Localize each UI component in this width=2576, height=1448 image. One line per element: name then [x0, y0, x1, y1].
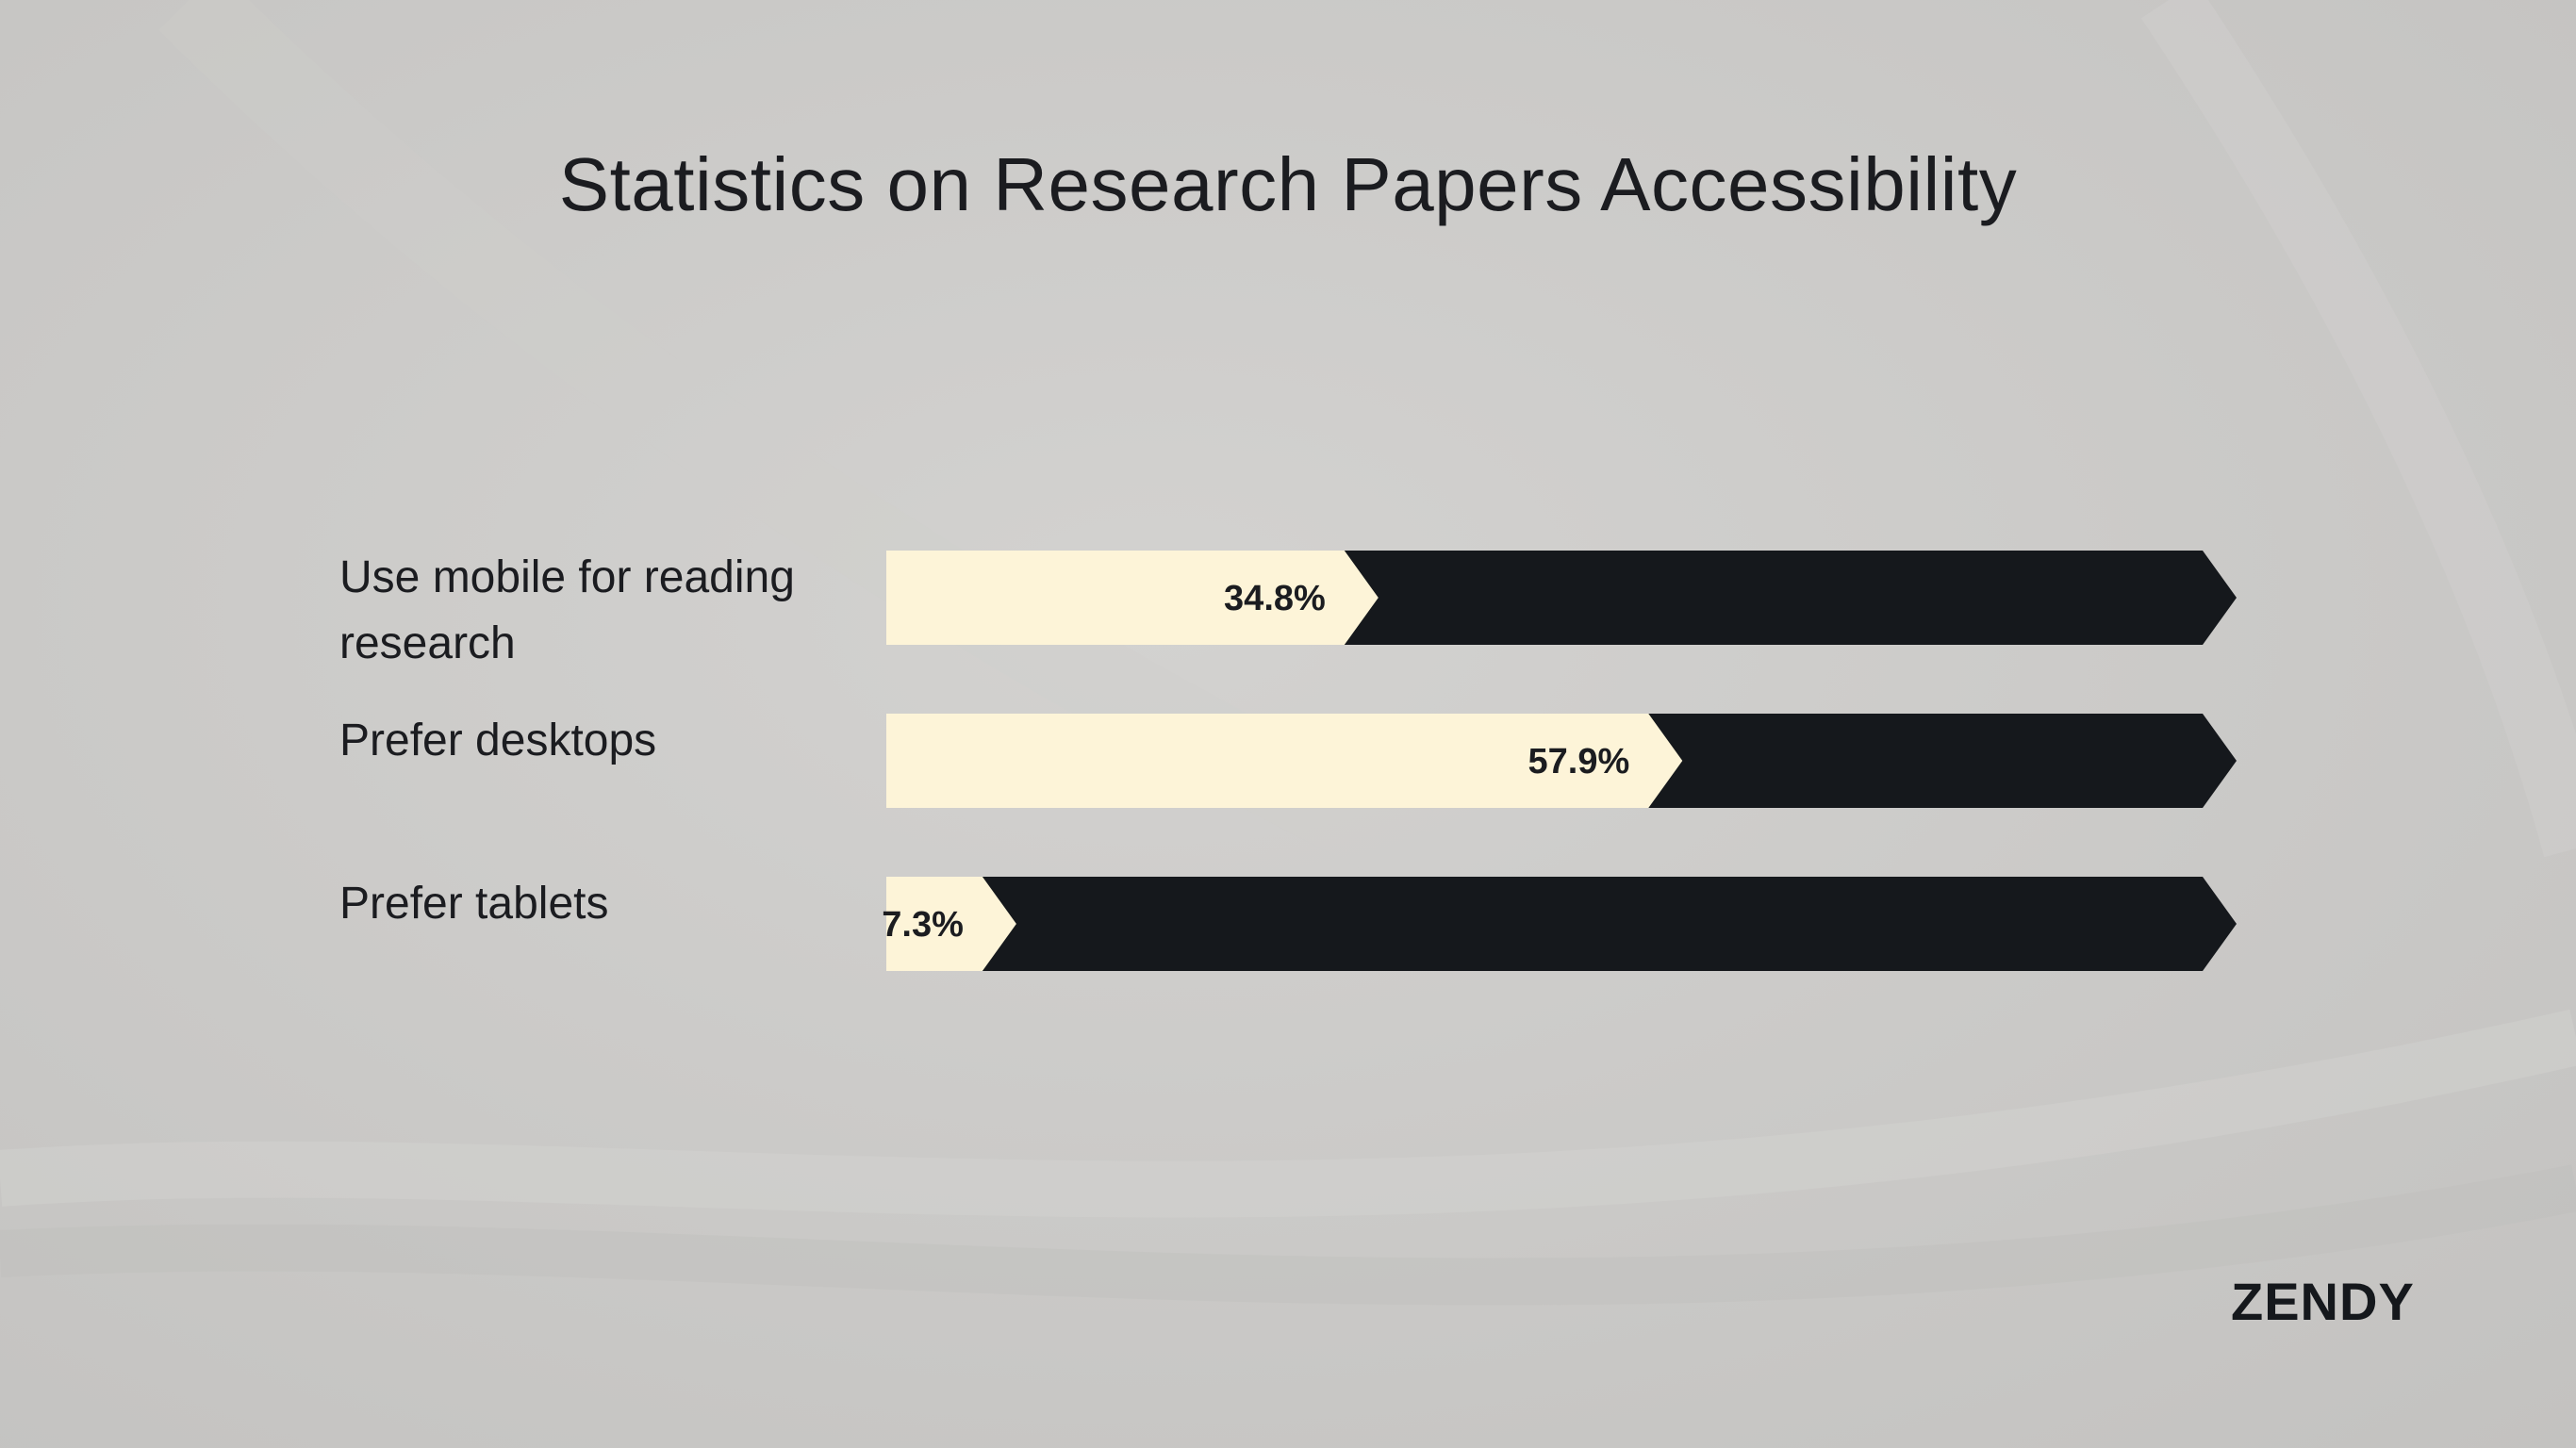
bar-row: 7.3% Prefer tablets: [339, 877, 2237, 971]
bar-row: 34.8% Use mobile for reading research: [339, 551, 2237, 668]
bar-remainder: [886, 877, 2237, 971]
brand-logo-text: ZENDY: [2231, 1273, 2415, 1329]
bar-value: [886, 551, 1379, 645]
bar-value-label: 7.3%: [882, 905, 964, 945]
bar-value-label: 34.8%: [1224, 579, 1326, 618]
bar-row: 57.9% Prefer desktops: [339, 714, 2237, 808]
bar-value: [886, 714, 1683, 808]
zendy-logo: ZENDY: [2231, 1273, 2415, 1329]
category-label: Prefer tablets: [339, 879, 608, 929]
bar-value-label: 57.9%: [1528, 742, 1630, 782]
category-label: Prefer desktops: [339, 716, 656, 765]
chart-title: Statistics on Research Papers Accessibil…: [558, 142, 2018, 226]
bar-value: [886, 877, 1016, 971]
category-label: Use mobile for reading research: [339, 552, 795, 668]
